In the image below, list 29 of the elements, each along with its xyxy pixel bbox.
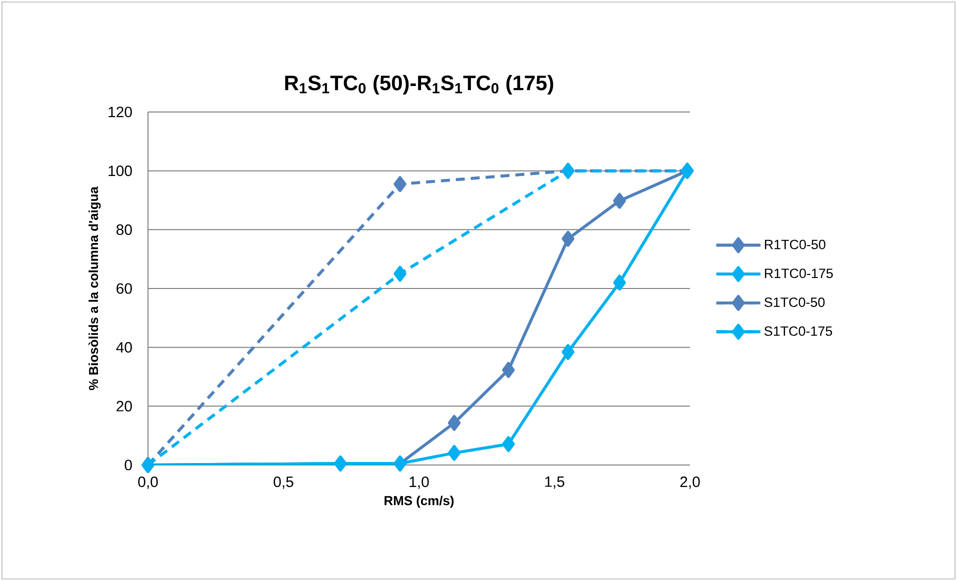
point: [562, 344, 574, 360]
y-tick-label: 60: [116, 283, 132, 294]
point: [613, 192, 626, 209]
y-tick-label: 20: [116, 400, 132, 412]
y-tick-label: 40: [116, 342, 132, 353]
chart-title: R$_{1}$S$_{1}$TC$_{0}$ (50)-R$_{1}$S$_{1}$TC$_{0}$ (175): [285, 75, 554, 94]
y-tick-label: 80: [116, 224, 132, 235]
x-axis-title: RMS (cm/s): [384, 496, 454, 508]
legend-label: S1TC0-50: [764, 297, 825, 308]
x-tick-label: 1,5: [545, 476, 564, 489]
y-tick-label: 120: [108, 106, 132, 118]
point: [394, 266, 406, 282]
legend-label: S1TC0-175: [764, 326, 832, 336]
point: [502, 436, 515, 452]
point: [613, 274, 626, 291]
point: [502, 362, 515, 378]
y-axis-title: % Biosòlids a la columna d'aigua: [88, 186, 101, 390]
x-tick-label: 2,0: [680, 476, 700, 489]
x-tick-label: 0,5: [274, 476, 294, 489]
y-tick-label: 0: [124, 460, 132, 470]
x-tick-label: 0,0: [138, 476, 158, 489]
point: [448, 444, 461, 461]
x-tick-label: 1,0: [410, 476, 429, 489]
point: [562, 230, 574, 247]
y-tick-label: 100: [108, 166, 132, 176]
point: [394, 176, 406, 192]
point: [448, 414, 461, 431]
legend-label: R1TC0-175: [764, 268, 833, 278]
legend-label: R1TC0-50: [764, 240, 826, 250]
